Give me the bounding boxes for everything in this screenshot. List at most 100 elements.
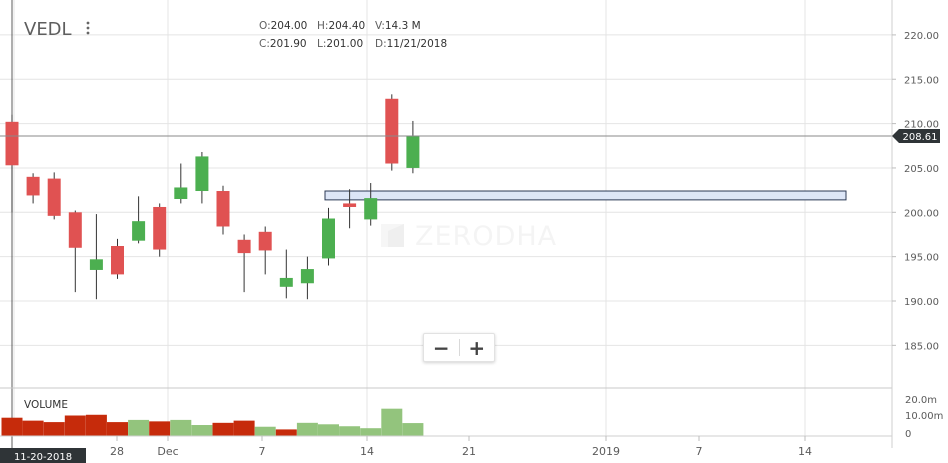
date-value: 11/21/2018 bbox=[387, 38, 448, 50]
x-tick-label: 7 bbox=[259, 445, 266, 458]
close-label: C: bbox=[259, 38, 270, 50]
candle-body bbox=[258, 231, 272, 251]
last-price-value: 208.61 bbox=[903, 132, 938, 143]
volume-bar bbox=[360, 428, 382, 436]
zoom-divider bbox=[458, 339, 460, 356]
volume-stat-label: V: bbox=[375, 20, 385, 32]
candle-body bbox=[47, 178, 61, 216]
y-tick-label: 210.00 bbox=[904, 120, 939, 131]
volume-bar bbox=[107, 422, 128, 436]
support-zone[interactable] bbox=[324, 190, 847, 201]
y-tick-label: 195.00 bbox=[904, 253, 939, 264]
x-tick-label: 21 bbox=[462, 445, 476, 458]
volume-title: VOLUME bbox=[24, 399, 68, 411]
volume-bar bbox=[339, 426, 361, 436]
close-value: 201.90 bbox=[270, 38, 307, 50]
symbol-header: VEDL bbox=[24, 19, 72, 40]
candle-body bbox=[153, 206, 167, 250]
y-tick-label: 215.00 bbox=[904, 75, 939, 86]
volume-bar bbox=[254, 426, 276, 436]
volume-bars bbox=[1, 408, 424, 436]
crosshair-date: 11-20-2018 bbox=[14, 452, 72, 463]
symbol-label: VEDL bbox=[24, 19, 72, 40]
volume-tick-label: 20.0m bbox=[905, 395, 937, 406]
volume-tick-label: 0 bbox=[905, 429, 911, 440]
zoom-out-button[interactable]: − bbox=[432, 335, 450, 360]
x-tick-label: 7 bbox=[696, 445, 703, 458]
y-tick-label: 205.00 bbox=[904, 164, 939, 175]
candle-body bbox=[322, 218, 335, 259]
candle-body bbox=[195, 156, 209, 192]
volume-bar bbox=[381, 408, 403, 436]
zoom-controls: − + bbox=[423, 333, 495, 362]
x-tick-label: Dec bbox=[157, 445, 178, 458]
open-label: O: bbox=[259, 20, 271, 32]
open-value: 204.00 bbox=[271, 20, 308, 32]
svg-text:C:201.90: C:201.90 bbox=[259, 38, 307, 50]
candle-body bbox=[174, 187, 188, 199]
svg-text:V:14.3 M: V:14.3 M bbox=[375, 20, 421, 32]
volume-bar bbox=[191, 425, 213, 436]
low-value: 201.00 bbox=[326, 38, 363, 50]
watermark-text: ZERODHA bbox=[415, 221, 557, 252]
date-label: D: bbox=[375, 38, 387, 50]
volume-bar bbox=[296, 422, 318, 436]
volume-stat-value: 14.3 M bbox=[385, 20, 421, 32]
volume-bar bbox=[128, 419, 150, 436]
volume-bar bbox=[85, 414, 107, 436]
candle-body bbox=[300, 269, 314, 284]
y-tick-label: 185.00 bbox=[904, 341, 939, 352]
candle-body bbox=[5, 121, 19, 166]
candle-body bbox=[111, 246, 124, 275]
candle-body bbox=[343, 203, 357, 207]
candles bbox=[5, 94, 420, 300]
volume-bar bbox=[275, 429, 297, 436]
x-tick-label: 28 bbox=[110, 445, 124, 458]
candle-body bbox=[89, 259, 103, 270]
volume-tick-label: 10.00m bbox=[905, 411, 943, 422]
volume-bar bbox=[212, 422, 234, 436]
volume-bar bbox=[233, 420, 255, 436]
y-tick-label: 220.00 bbox=[904, 31, 939, 42]
volume-bar bbox=[170, 419, 192, 436]
x-tick-label: 14 bbox=[360, 445, 374, 458]
high-label: H: bbox=[317, 20, 328, 32]
x-tick-label: 2019 bbox=[592, 445, 620, 458]
candle-body bbox=[216, 191, 230, 227]
volume-bar bbox=[22, 420, 44, 436]
y-tick-label: 200.00 bbox=[904, 208, 939, 219]
candle-body bbox=[237, 239, 251, 254]
support-zone-rect[interactable] bbox=[324, 190, 847, 201]
volume-bar bbox=[402, 423, 424, 436]
volume-bar bbox=[318, 424, 339, 436]
vertical-dots-icon[interactable] bbox=[86, 21, 90, 35]
crosshair-date-tag: 11-20-2018 bbox=[0, 448, 86, 463]
low-label: L: bbox=[317, 38, 326, 50]
candle-body bbox=[68, 212, 82, 248]
candle-body bbox=[364, 198, 378, 220]
watermark: ZERODHA bbox=[381, 221, 557, 252]
svg-text:D:11/21/2018: D:11/21/2018 bbox=[375, 38, 447, 50]
candle-body bbox=[26, 176, 40, 196]
x-tick-label: 14 bbox=[798, 445, 812, 458]
svg-text:H:204.40: H:204.40 bbox=[317, 20, 365, 32]
svg-text:O:204.00: O:204.00 bbox=[259, 20, 307, 32]
candle-body bbox=[385, 98, 399, 164]
volume-bar bbox=[43, 422, 65, 436]
last-price-tag: 208.61 bbox=[892, 129, 940, 143]
candle-body bbox=[406, 136, 420, 168]
zoom-in-button[interactable]: + bbox=[468, 335, 486, 360]
svg-text:L:201.00: L:201.00 bbox=[317, 38, 363, 50]
zerodha-logo-icon bbox=[381, 224, 404, 247]
candle-body bbox=[132, 221, 146, 241]
volume-bar bbox=[1, 417, 23, 436]
candle-body bbox=[279, 277, 293, 287]
high-value: 204.40 bbox=[328, 20, 365, 32]
volume-bar bbox=[149, 421, 171, 436]
ohlc-legend: O:204.00 H:204.40 V:14.3 M C:201.90 L:20… bbox=[259, 20, 447, 50]
volume-bar bbox=[64, 415, 86, 436]
y-tick-label: 190.00 bbox=[904, 297, 939, 308]
